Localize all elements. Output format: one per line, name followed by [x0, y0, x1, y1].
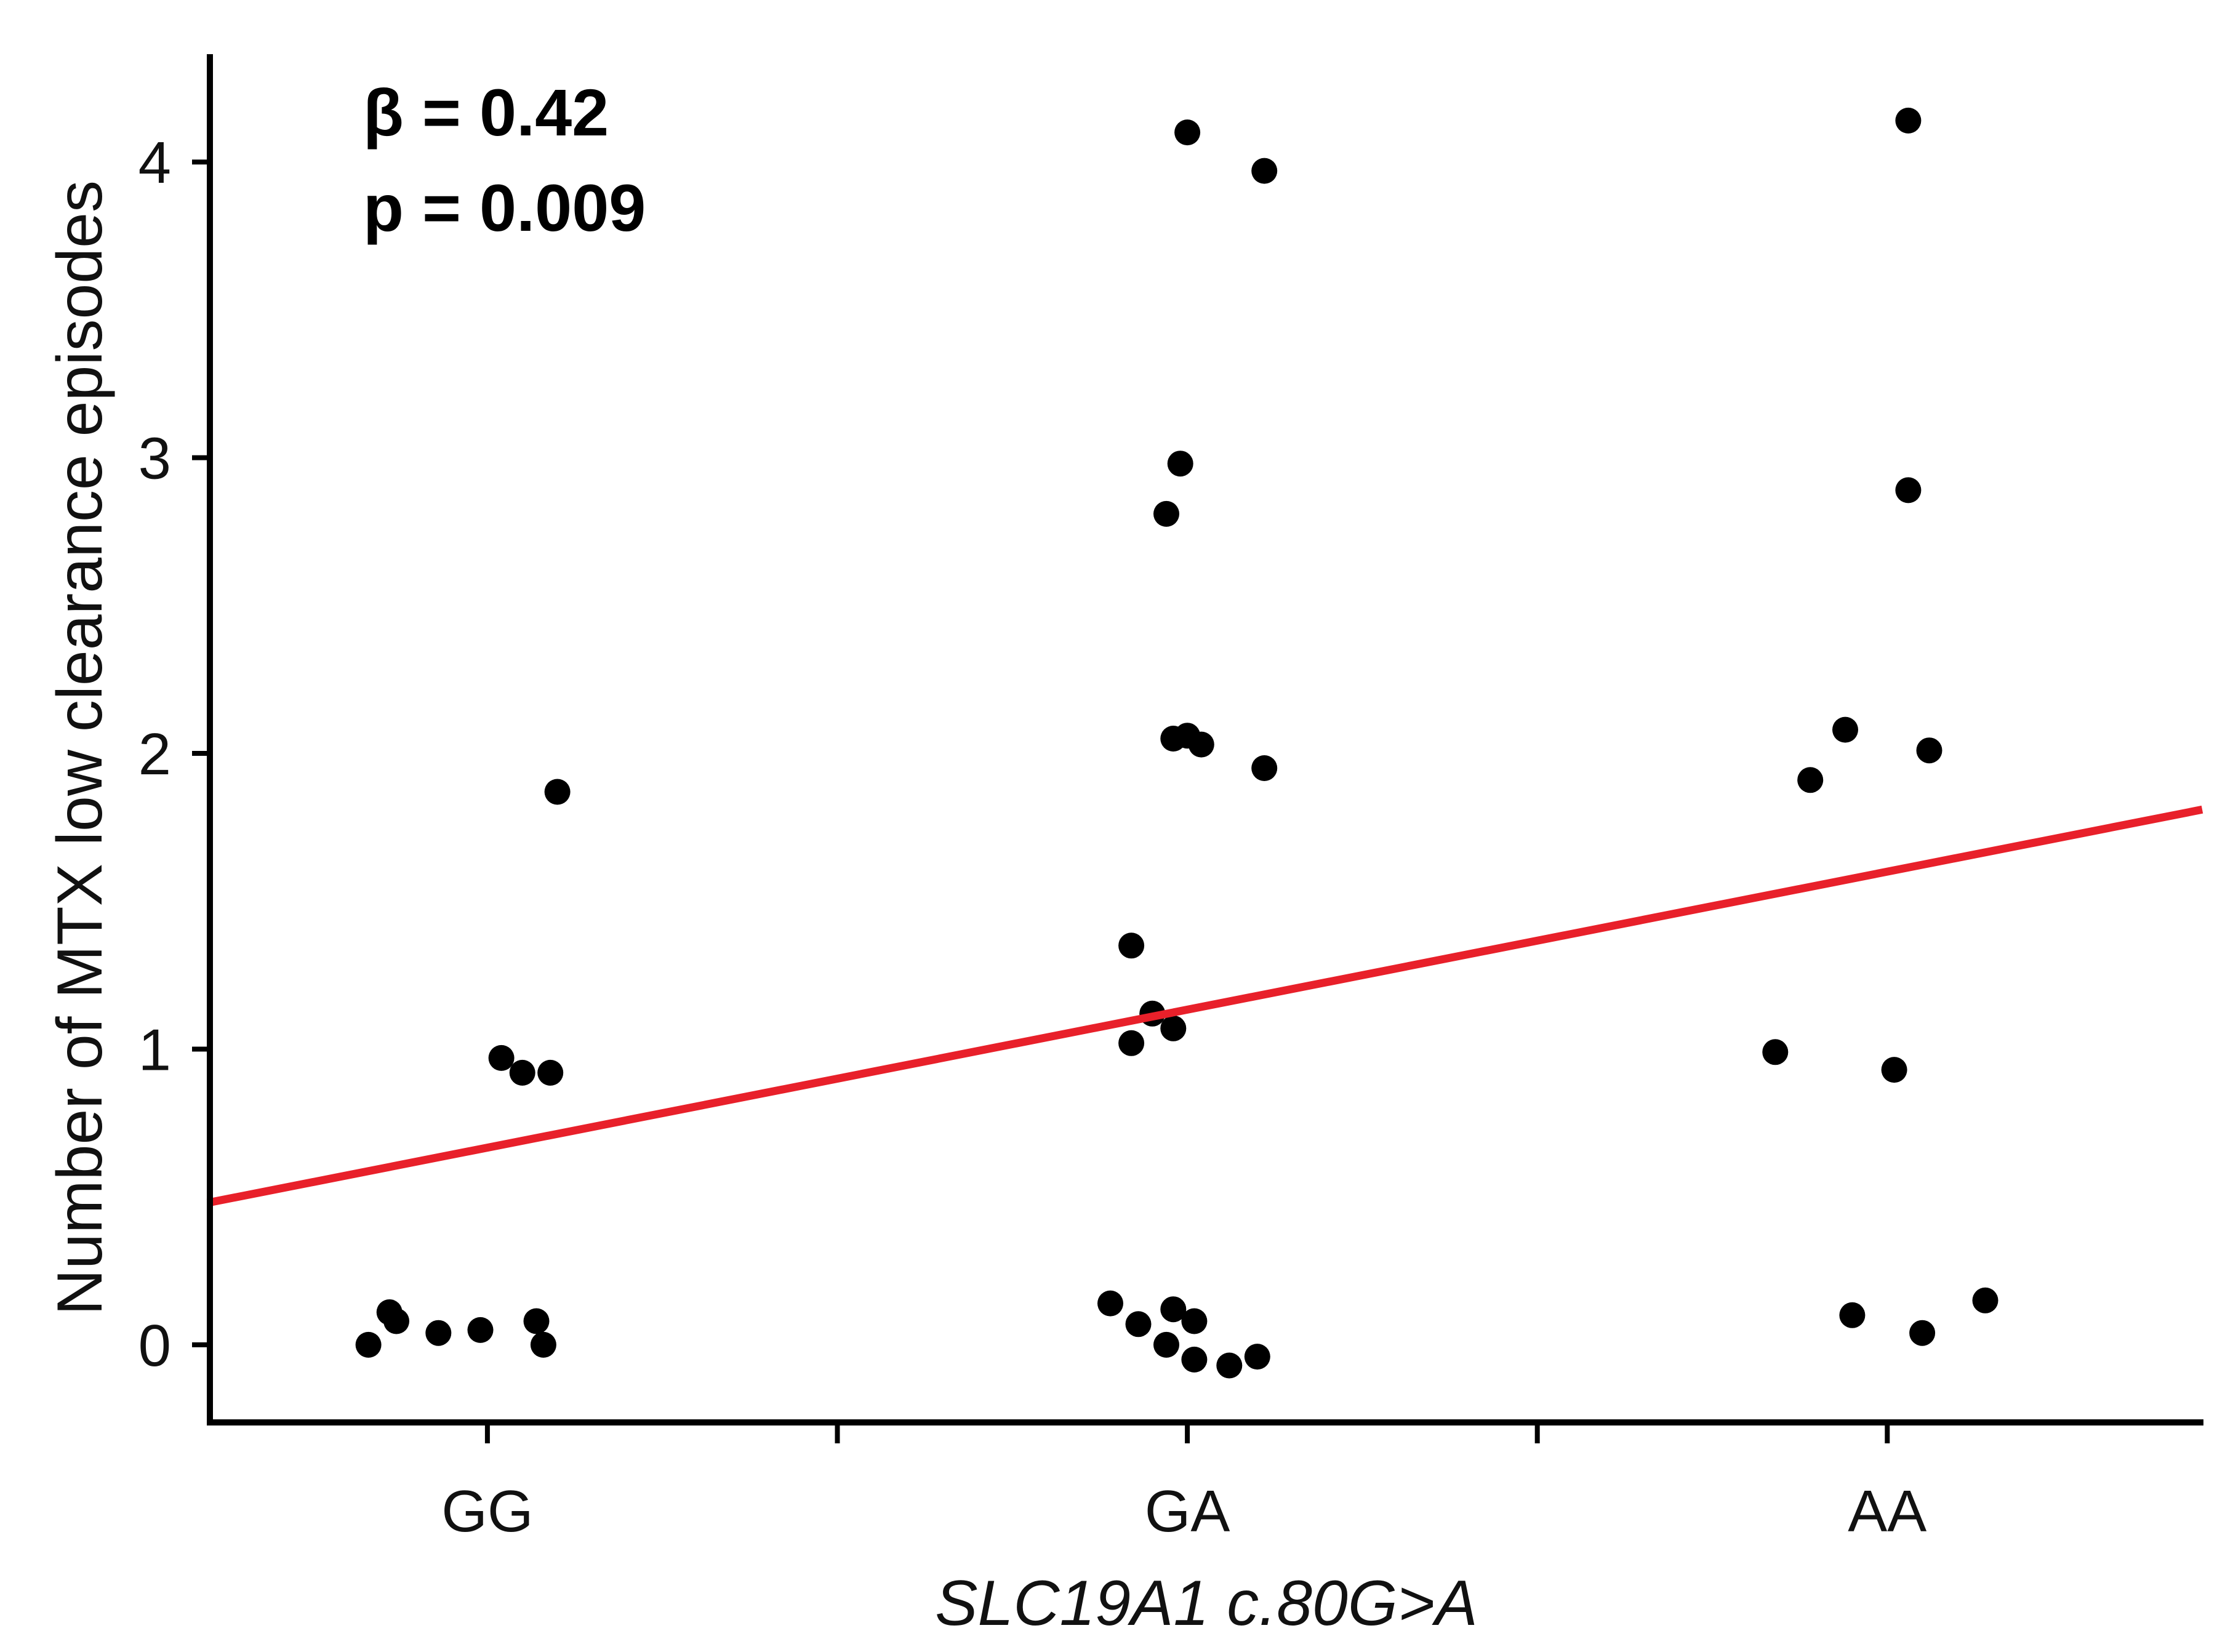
point-ga-8 — [1160, 1296, 1187, 1323]
x-tick-label-aa: AA — [1848, 1478, 1926, 1544]
y-axis-title: Number of MTX low clearance episodes — [44, 180, 116, 1315]
y-tick-label-3: 3 — [138, 426, 171, 492]
point-ga-13 — [1174, 119, 1201, 146]
fit-line-layer — [206, 805, 2203, 1207]
point-ga-6 — [1153, 500, 1179, 527]
y-tick-label-0: 0 — [138, 1313, 171, 1379]
points-layer — [355, 107, 1998, 1379]
point-aa-3 — [1839, 1302, 1866, 1328]
point-gg-0 — [355, 1331, 382, 1358]
point-gg-9 — [537, 1059, 564, 1086]
y-tick-label-2: 2 — [138, 721, 171, 787]
point-ga-16 — [1216, 1352, 1243, 1379]
point-ga-0 — [1097, 1290, 1123, 1317]
point-ga-3 — [1125, 1311, 1152, 1337]
point-ga-2 — [1118, 1030, 1145, 1056]
y-tick-label-1: 1 — [138, 1017, 171, 1083]
point-gg-10 — [544, 779, 571, 805]
point-aa-1 — [1797, 767, 1824, 793]
point-gg-5 — [488, 1045, 515, 1071]
point-ga-9 — [1160, 1015, 1187, 1041]
x-tick-label-ga: GA — [1145, 1478, 1230, 1544]
point-gg-4 — [467, 1317, 494, 1343]
point-aa-4 — [1881, 1057, 1907, 1083]
point-ga-15 — [1181, 1308, 1208, 1334]
point-aa-7 — [1909, 1320, 1936, 1346]
beta-annotation: β = 0.42 — [363, 75, 609, 150]
point-ga-10 — [1167, 451, 1193, 477]
y-tick-label-4: 4 — [138, 130, 171, 196]
point-aa-2 — [1832, 716, 1858, 743]
point-gg-2 — [383, 1308, 409, 1334]
point-ga-18 — [1251, 755, 1278, 781]
point-aa-9 — [1972, 1287, 1998, 1313]
point-gg-7 — [523, 1308, 550, 1334]
x-tick-label-gg: GG — [441, 1478, 533, 1544]
point-ga-12 — [1188, 731, 1214, 758]
point-gg-6 — [509, 1059, 535, 1086]
p-value-annotation: p = 0.009 — [363, 170, 646, 245]
point-aa-5 — [1895, 107, 1922, 134]
labels-layer: 0 1 2 3 4 GG GA AA SLC19A1 c.80G>A Number of MTX … — [44, 75, 1926, 1639]
point-aa-8 — [1916, 737, 1942, 764]
axes-layer — [192, 54, 2203, 1443]
x-axis-title: SLC19A1 c.80G>A — [935, 1568, 1478, 1639]
point-gg-3 — [425, 1320, 452, 1346]
point-gg-8 — [530, 1331, 556, 1358]
point-aa-0 — [1762, 1039, 1789, 1065]
point-ga-5 — [1153, 1331, 1179, 1358]
point-ga-19 — [1251, 158, 1278, 184]
point-ga-1 — [1118, 932, 1145, 959]
point-aa-6 — [1895, 477, 1922, 503]
point-ga-17 — [1244, 1344, 1270, 1370]
point-ga-14 — [1181, 1346, 1208, 1373]
fit-line — [206, 805, 2203, 1207]
